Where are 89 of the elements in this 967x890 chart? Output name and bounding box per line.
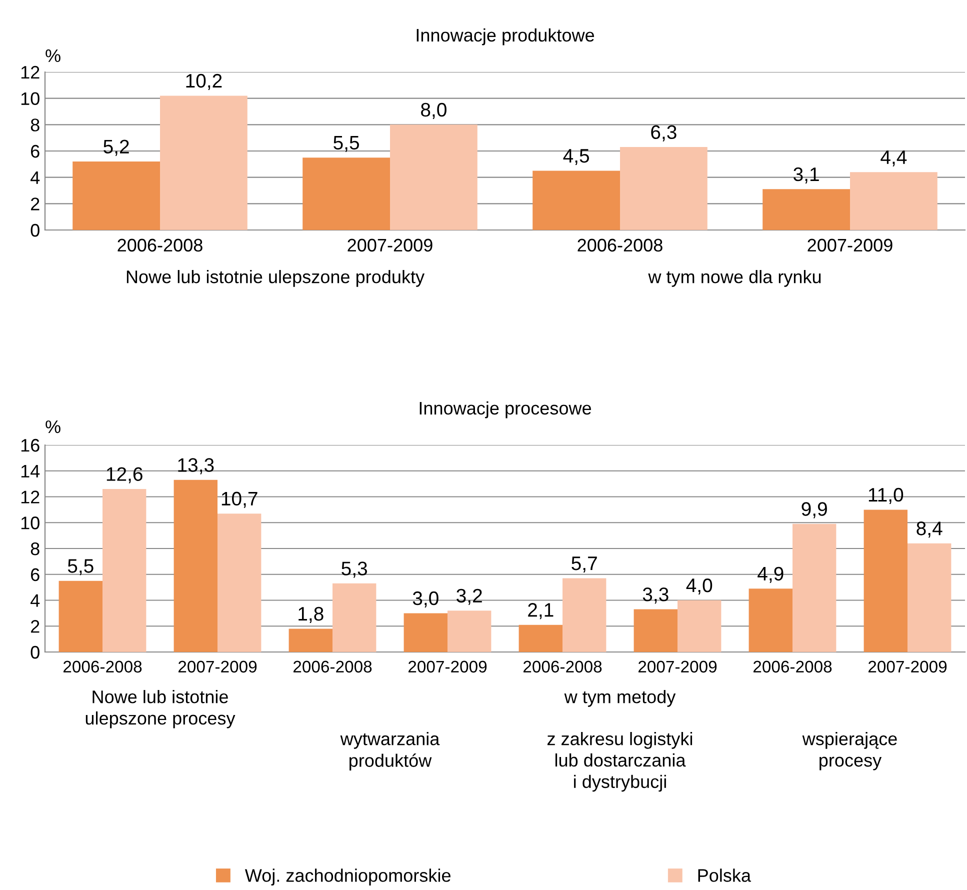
x-tick-label: 2006-2008 (63, 660, 142, 673)
bar (562, 578, 606, 652)
y-tick-label: 0 (30, 224, 40, 237)
bar (908, 543, 952, 652)
bar (864, 510, 908, 652)
data-label: 3,2 (456, 588, 482, 605)
data-label: 4,4 (880, 150, 907, 166)
data-label: 13,3 (178, 458, 214, 474)
chart-title: Innowacje produktowe (416, 28, 594, 46)
x-tick-label: 2007-2009 (178, 660, 257, 673)
data-label: 8,0 (421, 102, 446, 119)
data-label: 10,2 (186, 74, 222, 90)
bar (748, 588, 792, 652)
data-label: 5,5 (68, 559, 94, 576)
data-label: 12,6 (106, 467, 142, 484)
y-tick-label: 16 (21, 438, 40, 452)
data-label: 5,3 (342, 562, 368, 578)
bar (174, 480, 218, 652)
legend-label: Polska (698, 868, 752, 882)
bar (160, 96, 248, 230)
legend-label: Woj. zachodniopomorskie (244, 868, 450, 886)
x-tick-label: 2006-2008 (753, 660, 832, 673)
data-label: 1,8 (298, 606, 324, 623)
data-label: 3,3 (642, 588, 668, 604)
y-tick-label: 4 (30, 171, 40, 184)
data-label: 3,0 (412, 591, 438, 608)
data-label: 4,9 (758, 566, 784, 583)
data-label: 5,2 (104, 140, 129, 156)
bar (404, 613, 448, 652)
y-tick-label: 6 (31, 144, 40, 158)
data-label: 10,7 (222, 492, 258, 508)
x-tick-label: 2007-2009 (868, 660, 947, 673)
bar (850, 172, 938, 230)
y-tick-label: 8 (30, 542, 40, 556)
bar (288, 628, 332, 652)
y-tick-label: 2 (31, 198, 40, 210)
y-tick-label: 4 (30, 594, 40, 607)
x-tick-label: 2006-2008 (578, 238, 662, 252)
y-tick-label: 0 (30, 646, 40, 659)
y-tick-label: 8 (30, 118, 40, 132)
x-tick-label: 2007-2009 (638, 660, 717, 673)
x-tick-label: 2007-2009 (808, 238, 892, 252)
y-tick-label: 10 (21, 516, 40, 530)
bar (762, 189, 850, 230)
bar (72, 162, 160, 230)
data-label: 9,9 (802, 502, 827, 518)
y-axis-title: % (46, 49, 60, 62)
data-label: 5,7 (572, 556, 597, 573)
data-label: 3,1 (794, 167, 819, 184)
bar (448, 610, 492, 652)
text: Nowe lub istotnie ulepszone procesy (86, 690, 236, 728)
data-label: 5,5 (334, 136, 359, 152)
chart-title: Innowacje procesowe (420, 401, 592, 418)
text: w tym metody (564, 690, 676, 707)
text: w tym nowe dla rynku (648, 270, 821, 287)
data-label: 4,0 (686, 578, 712, 595)
y-tick-label: 12 (21, 490, 40, 504)
bar (332, 583, 376, 652)
y-tick-label: 10 (21, 92, 40, 106)
y-tick-label: 12 (21, 66, 40, 79)
data-label: 2,1 (528, 603, 554, 620)
bar (792, 524, 836, 652)
x-tick-label: 2007-2009 (348, 238, 432, 252)
text: wytwarzania produktów (340, 732, 440, 771)
bar (102, 488, 146, 652)
bar (518, 624, 562, 652)
bar (532, 170, 620, 230)
bar (302, 158, 390, 230)
bar (634, 609, 678, 652)
text: Nowe lub istotnie ulepszone produkty (126, 270, 425, 287)
bar (678, 600, 722, 652)
y-tick-label: 6 (31, 568, 40, 582)
x-tick-label: 2006-2008 (523, 660, 602, 673)
data-label: 6,3 (651, 125, 676, 142)
text: wspierające procesy (802, 732, 897, 770)
y-axis-title: % (46, 420, 60, 434)
x-tick-label: 2006-2008 (293, 660, 372, 673)
data-label: 11,0 (868, 488, 904, 504)
data-label: 4,5 (563, 149, 589, 166)
y-tick-label: 2 (31, 620, 40, 633)
x-tick-label: 2006-2008 (118, 238, 202, 252)
text: z zakresu logistyki lub dostarczania i dystrybucji (547, 732, 692, 792)
bar (218, 514, 262, 652)
y-tick-label: 14 (21, 464, 40, 478)
data-label: 8,4 (916, 522, 942, 538)
x-tick-label: 2007-2009 (408, 660, 487, 673)
bar (390, 124, 478, 230)
bar (620, 147, 708, 230)
bar (58, 580, 102, 652)
